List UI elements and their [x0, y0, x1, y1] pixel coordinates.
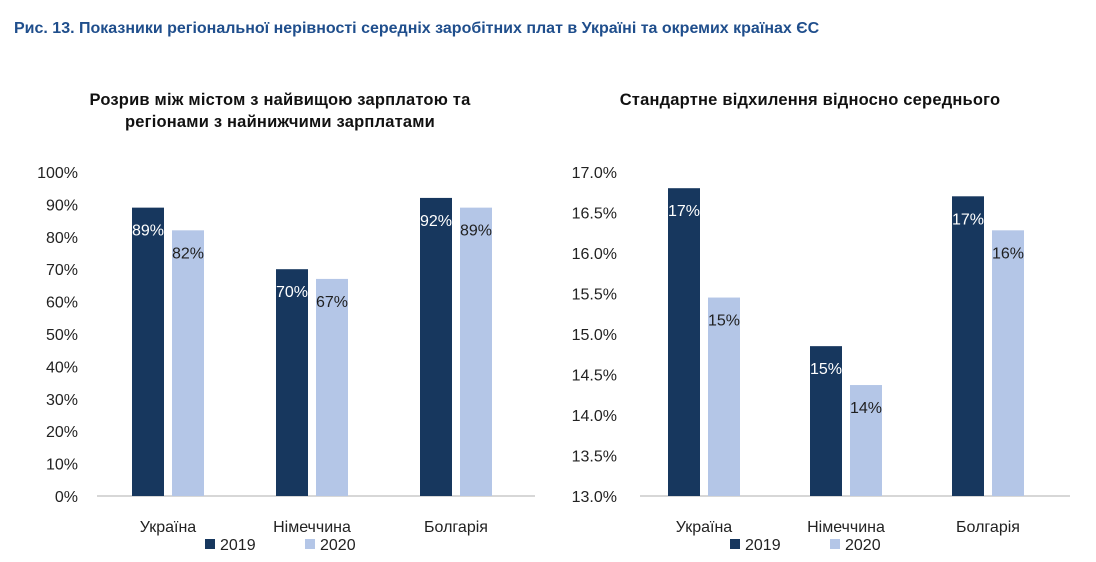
chart-1-data-label-2020-2: 89% — [460, 223, 492, 240]
chart-1-legend-label-2020: 2020 — [320, 537, 356, 554]
chart-1-legend-swatch-2020 — [305, 539, 315, 549]
chart-2-bar-2020-1 — [850, 385, 882, 496]
chart-1-data-label-2019-2: 92% — [420, 213, 452, 230]
chart-1-ytick: 40% — [46, 359, 78, 376]
chart-2-category-label: Україна — [676, 519, 733, 536]
chart-2-bar-2019-1 — [810, 346, 842, 496]
chart-1-bar-2020-1 — [316, 278, 348, 496]
chart-1-bar-2019-2 — [420, 197, 452, 497]
chart-1-bar-2020-0 — [172, 230, 204, 496]
chart-1-category-label: Болгарія — [424, 519, 488, 536]
chart-1-ytick: 70% — [46, 262, 78, 279]
chart-2-title: Стандартне відхилення відносно середньог… — [560, 89, 1060, 111]
chart-2-category-label: Болгарія — [956, 519, 1020, 536]
chart-2-ytick: 14.0% — [572, 408, 617, 425]
chart-1-data-label-2020-1: 67% — [316, 294, 348, 311]
chart-2-data-label-2020-0: 15% — [708, 313, 740, 330]
chart-2-ytick: 13.5% — [572, 449, 617, 466]
chart-1-title-line-1: Розрив між містом з найвищою зарплатою т… — [89, 91, 471, 109]
chart-1-bar-2020-2 — [460, 207, 492, 496]
figure-title: Рис. 13. Показники регіональної нерівнос… — [14, 20, 820, 37]
chart-2-legend-label-2019: 2019 — [745, 537, 781, 554]
chart-1-category-label: Німеччина — [273, 519, 351, 536]
chart-2-data-label-2019-2: 17% — [952, 211, 984, 228]
chart-1-ytick: 100% — [37, 165, 78, 182]
chart-2-legend-label-2020: 2020 — [845, 537, 881, 554]
chart-1-legend-label-2019: 2019 — [220, 537, 256, 554]
chart-2-bar-2020-2 — [992, 230, 1024, 496]
chart-1-bar-2019-0 — [132, 207, 164, 496]
chart-2-ytick: 14.5% — [572, 368, 617, 385]
chart-2-bar-2020-0 — [708, 297, 740, 496]
chart-1-ytick: 20% — [46, 424, 78, 441]
chart-2-bar-2019-2 — [952, 196, 984, 497]
chart-2-category-label: Німеччина — [807, 519, 885, 536]
chart-2-data-label-2019-1: 15% — [810, 361, 842, 378]
chart-1-data-label-2020-0: 82% — [172, 245, 204, 262]
chart-2-data-label-2020-2: 16% — [992, 245, 1024, 262]
chart-1-ytick: 90% — [46, 197, 78, 214]
chart-1-bar-2019-1 — [276, 269, 308, 496]
chart-1-data-label-2019-0: 89% — [132, 223, 164, 240]
chart-1-ytick: 0% — [55, 489, 78, 506]
chart-1-category-label: Україна — [140, 519, 197, 536]
chart-1-ytick: 30% — [46, 392, 78, 409]
chart-2-bar-2019-0 — [668, 188, 700, 496]
chart-1-ytick: 50% — [46, 327, 78, 344]
chart-2-ytick: 15.0% — [572, 327, 617, 344]
chart-2-ytick: 15.5% — [572, 287, 617, 304]
chart-2-ytick: 13.0% — [572, 489, 617, 506]
chart-2-data-label-2019-0: 17% — [668, 203, 700, 220]
chart-1-title-line-2: регіонами з найнижчими зарплатами — [124, 113, 436, 131]
chart-2-data-label-2020-1: 14% — [850, 400, 882, 417]
chart-1-title: Розрив між містом з найвищою зарплатою т… — [20, 89, 540, 133]
chart-1-ytick: 60% — [46, 295, 78, 312]
chart-2-title-line-1: Стандартне відхилення відносно середньог… — [619, 91, 1001, 109]
chart-2-ytick: 16.5% — [572, 206, 617, 223]
chart-2-ytick: 16.0% — [572, 246, 617, 263]
chart-1-ytick: 80% — [46, 230, 78, 247]
chart-2-legend-swatch-2020 — [830, 539, 840, 549]
chart-2-ytick: 17.0% — [572, 165, 617, 182]
chart-1-ytick: 10% — [46, 457, 78, 474]
chart-1-legend-swatch-2019 — [205, 539, 215, 549]
chart-1-data-label-2019-1: 70% — [276, 284, 308, 301]
chart-2-legend-swatch-2019 — [730, 539, 740, 549]
